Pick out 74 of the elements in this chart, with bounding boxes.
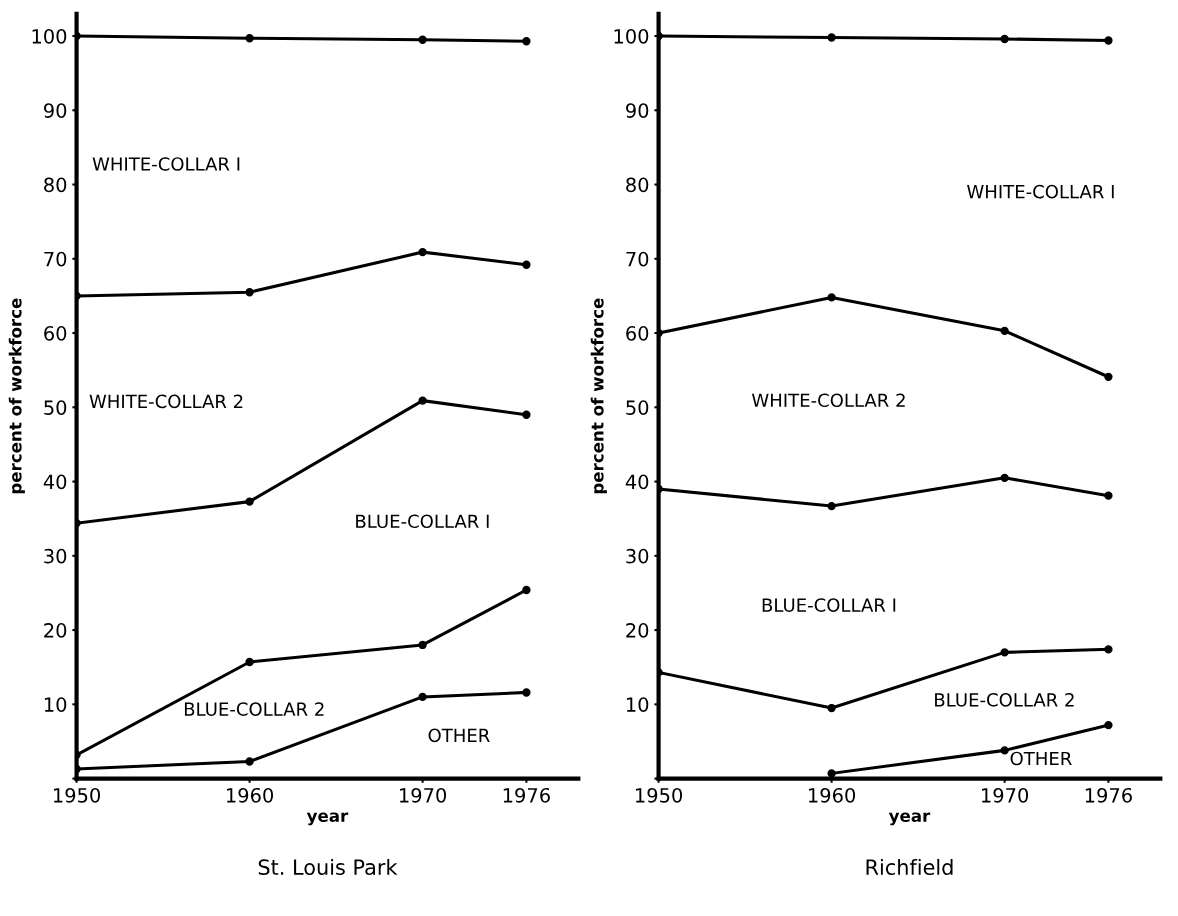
point (245, 757, 254, 766)
annotation: BLUE-COLLAR I (356, 514, 489, 529)
annotation: OTHER (428, 728, 490, 743)
x-tick-label: 1950 (53, 787, 101, 803)
x-tick-label: 1976 (1085, 787, 1132, 803)
y-tick-label: 70 (626, 251, 649, 267)
point (245, 288, 254, 297)
y-tick-label: 80 (626, 177, 649, 193)
x-tick-label: 1960 (226, 787, 274, 803)
point (1104, 720, 1113, 730)
x-axis-title: year (306, 812, 349, 826)
text: St. Louis Park (258, 858, 398, 876)
y-axis-title: percent of workforce (590, 298, 607, 494)
point (827, 33, 836, 42)
point (522, 585, 531, 595)
point (1000, 746, 1009, 755)
y-tick-label: 90 (44, 103, 67, 118)
y-tick-label: 40 (625, 474, 649, 490)
annotation: BLUE-COLLAR 2 (184, 702, 324, 716)
point (418, 247, 427, 257)
point (1104, 36, 1113, 45)
point (418, 640, 427, 650)
x-tick-label: 1950 (635, 787, 683, 803)
y-tick-label: 10 (626, 697, 649, 713)
x-axis-title: year (888, 812, 931, 826)
x-tick-label: 1970 (399, 787, 447, 803)
point (1000, 34, 1009, 44)
y-tick-label: 100 (614, 28, 649, 44)
point (522, 37, 531, 46)
y-tick-label: 60 (44, 326, 67, 341)
y-axis-title: percent of workforce (8, 298, 25, 494)
point (418, 35, 427, 44)
point (1104, 372, 1113, 382)
point (827, 501, 836, 511)
y-tick-label: 50 (44, 400, 67, 415)
annotation: BLUE-COLLAR I (762, 598, 896, 612)
point (827, 769, 836, 778)
annotation: WHITE-COLLAR 2 (751, 393, 905, 408)
point (1000, 473, 1009, 483)
point (418, 692, 427, 702)
text: Richfield (866, 858, 953, 876)
y-tick-label: 30 (44, 548, 67, 564)
x-tick-label: 1970 (982, 787, 1029, 803)
point (1104, 491, 1113, 500)
x-tick-label: 1976 (503, 787, 550, 803)
y-tick-label: 100 (32, 28, 67, 44)
y-tick-label: 80 (44, 177, 67, 193)
point (418, 396, 427, 405)
point (1000, 326, 1009, 335)
point (245, 34, 254, 43)
annotation: WHITE-COLLAR 2 (89, 394, 243, 409)
y-tick-label: 90 (626, 103, 649, 118)
annotation: BLUE-COLLAR 2 (935, 693, 1074, 707)
point (1104, 645, 1113, 654)
annotation: WHITE-COLLAR I (92, 157, 240, 171)
y-tick-label: 60 (626, 326, 649, 341)
point (245, 657, 254, 667)
point (827, 293, 836, 302)
y-tick-label: 30 (626, 548, 649, 564)
y-tick-label: 40 (43, 474, 67, 490)
y-tick-label: 70 (44, 251, 67, 267)
annotation: WHITE-COLLAR I (967, 184, 1114, 199)
x-tick-label: 1960 (809, 787, 856, 803)
point (522, 410, 531, 419)
y-tick-label: 20 (44, 623, 67, 638)
y-tick-label: 10 (44, 697, 67, 713)
y-tick-label: 20 (626, 623, 649, 638)
point (522, 688, 531, 697)
point (1000, 648, 1009, 657)
y-tick-label: 50 (626, 400, 649, 415)
point (245, 497, 254, 506)
point (522, 260, 531, 269)
point (827, 703, 836, 713)
annotation: OTHER (1010, 751, 1072, 766)
